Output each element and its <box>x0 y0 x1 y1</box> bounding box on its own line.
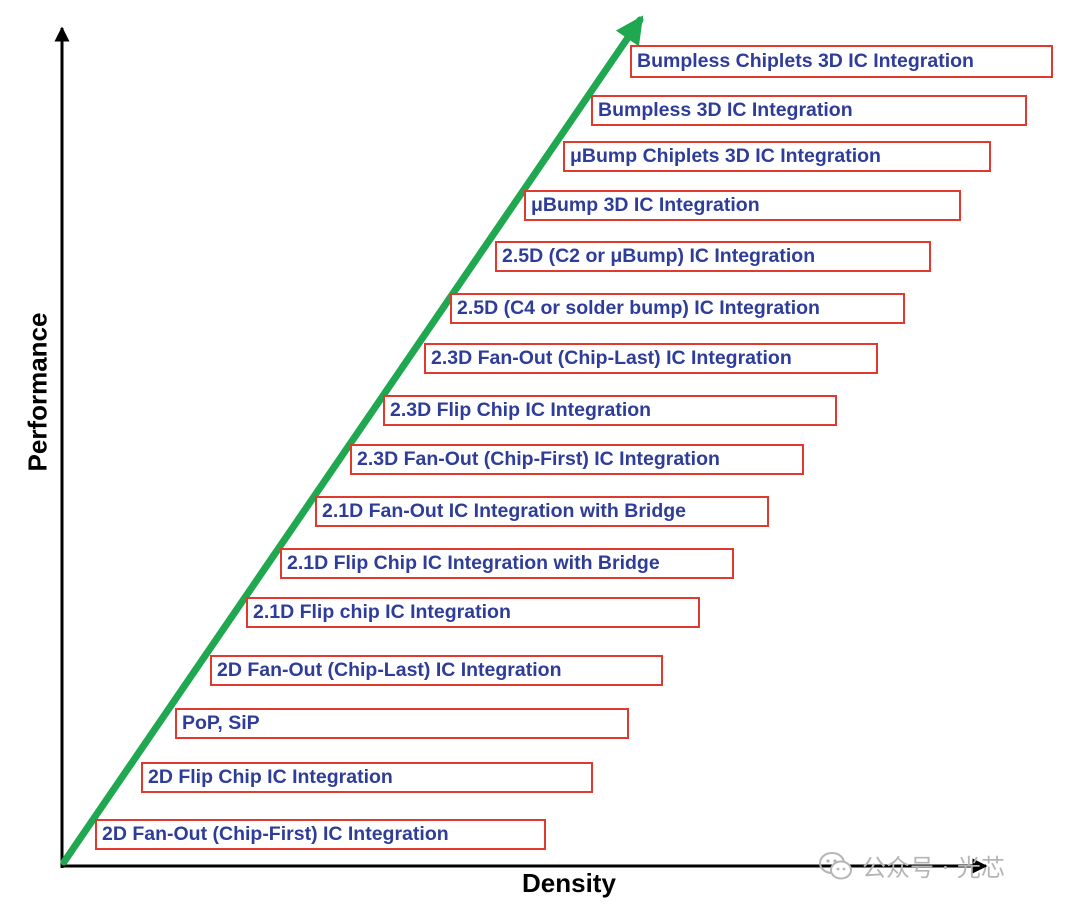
stage-label: 2.5D (C2 or μBump) IC Integration <box>502 245 816 267</box>
stage-2-1d-flip-chip-bridge: 2.1D Flip Chip IC Integration with Bridg… <box>280 548 734 579</box>
stage-label: Bumpless 3D IC Integration <box>598 99 853 121</box>
trend-arrow <box>60 15 644 866</box>
stage-label: 2.3D Flip Chip IC Integration <box>390 399 652 421</box>
stage-bumpless-3d: Bumpless 3D IC Integration <box>591 95 1027 126</box>
stage-label: 2.1D Flip Chip IC Integration with Bridg… <box>287 552 660 574</box>
stage-label: 2.1D Flip chip IC Integration <box>253 601 511 623</box>
stage-2-5d-c4-solder-bump: 2.5D (C4 or solder bump) IC Integration <box>450 293 905 324</box>
watermark: 公众号 · 光芯 <box>818 848 1005 883</box>
stage-2-5d-c2-ubump: 2.5D (C2 or μBump) IC Integration <box>495 241 931 272</box>
stage-label: 2.3D Fan-Out (Chip-Last) IC Integration <box>431 347 792 369</box>
wechat-icon <box>819 851 852 879</box>
stage-ubump-3d: μBump 3D IC Integration <box>524 190 961 221</box>
stage-label: 2D Flip Chip IC Integration <box>148 766 393 788</box>
stage-2d-fan-out-chip-first: 2D Fan-Out (Chip-First) IC Integration <box>95 819 546 850</box>
y-axis-label: Performance <box>22 312 53 472</box>
stage-label: μBump Chiplets 3D IC Integration <box>570 145 881 167</box>
watermark-text: 公众号 · 光芯 <box>862 854 1005 882</box>
stage-label: Bumpless Chiplets 3D IC Integration <box>637 50 974 72</box>
stage-pop-sip: PoP, SiP <box>175 708 629 739</box>
stage-2-3d-fan-out-chip-first: 2.3D Fan-Out (Chip-First) IC Integration <box>350 444 804 475</box>
stage-2d-flip-chip: 2D Flip Chip IC Integration <box>141 762 593 793</box>
stage-label: μBump 3D IC Integration <box>531 194 760 216</box>
stage-label: 2.5D (C4 or solder bump) IC Integration <box>457 297 820 319</box>
stage-label: 2.3D Fan-Out (Chip-First) IC Integration <box>357 448 720 470</box>
stage-2-1d-flip-chip: 2.1D Flip chip IC Integration <box>246 597 700 628</box>
stage-2d-fan-out-chip-last: 2D Fan-Out (Chip-Last) IC Integration <box>210 655 663 686</box>
stage-2-3d-fan-out-chip-last: 2.3D Fan-Out (Chip-Last) IC Integration <box>424 343 878 374</box>
stage-label: PoP, SiP <box>182 712 260 734</box>
stage-label: 2D Fan-Out (Chip-Last) IC Integration <box>217 659 562 681</box>
stage-label: 2D Fan-Out (Chip-First) IC Integration <box>102 823 449 845</box>
x-axis-label: Density <box>522 868 616 898</box>
stage-label: 2.1D Fan-Out IC Integration with Bridge <box>322 500 687 522</box>
stage-bumpless-chiplets-3d: Bumpless Chiplets 3D IC Integration <box>630 45 1053 78</box>
stage-2-1d-fan-out-bridge: 2.1D Fan-Out IC Integration with Bridge <box>315 496 769 527</box>
stage-2-3d-flip-chip: 2.3D Flip Chip IC Integration <box>383 395 837 426</box>
stage-ubump-chiplets-3d: μBump Chiplets 3D IC Integration <box>563 141 991 172</box>
